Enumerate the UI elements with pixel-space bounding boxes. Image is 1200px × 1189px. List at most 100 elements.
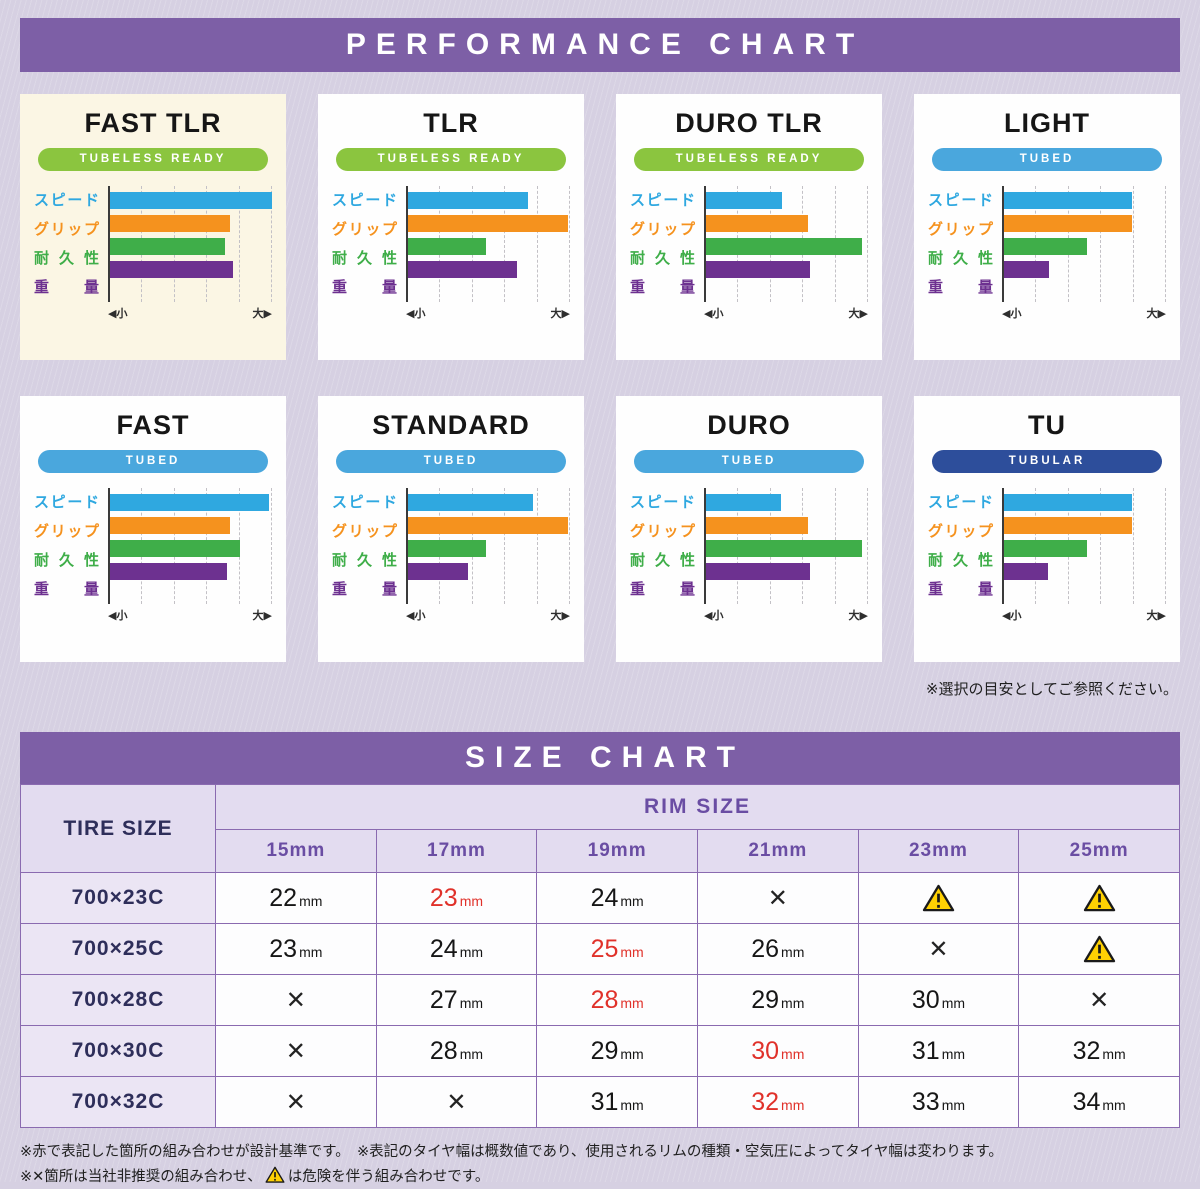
card-title: STANDARD (372, 410, 530, 440)
tire-size-cell: 700×32C (20, 1076, 216, 1128)
width-number: 23 (429, 883, 458, 912)
product-card: TLR TUBELESS READY スピード グリップ 耐久性 重量 ◀小 大▶ (318, 94, 584, 360)
metric-labels: スピード グリップ 耐久性 重量 (630, 186, 704, 302)
metric-label-speed: スピード (928, 192, 993, 209)
width-unit: mm (941, 1045, 966, 1062)
width-unit: mm (781, 1045, 805, 1062)
width-number: 23 (269, 934, 298, 963)
rim-width-cell: 33 mm (857, 1076, 1020, 1128)
rim-width-cell: 27 mm (375, 974, 538, 1026)
width-unit: mm (620, 994, 644, 1011)
metric-label-weight: 重量 (630, 581, 695, 598)
rim-column-header: 23mm (857, 829, 1020, 873)
rim-width-cell: 29 mm (696, 974, 859, 1026)
axis-labels: ◀小 大▶ (1002, 305, 1166, 321)
rim-width-cell: 31 mm (536, 1076, 698, 1128)
metric-label-durability: 耐久性 (630, 552, 695, 569)
axis-max-label: 大▶ (252, 610, 272, 622)
width-unit: mm (1102, 1096, 1126, 1113)
performance-chart-header: PERFORMANCE CHART (20, 18, 1180, 72)
not-recommended-cell: ✕ (857, 923, 1020, 975)
x-mark: ✕ (928, 935, 949, 963)
x-mark: ✕ (285, 1088, 306, 1116)
width-number: 28 (590, 985, 619, 1014)
width-unit: mm (781, 1096, 805, 1113)
rim-width-cell: 30 mm (696, 1025, 859, 1077)
rim-width-cell: 28 mm (375, 1025, 538, 1077)
metric-labels: スピード グリップ 耐久性 重量 (332, 488, 406, 604)
not-recommended-cell: ✕ (215, 974, 377, 1026)
grip-bar (408, 215, 569, 232)
metric-label-grip: グリップ (928, 221, 993, 238)
metric-label-speed: スピード (34, 192, 99, 209)
metric-label-durability: 耐久性 (630, 250, 695, 267)
weight-bar (408, 563, 468, 580)
product-card: DURO TLR TUBELESS READY スピード グリップ 耐久性 重量 ◀小… (616, 94, 882, 360)
product-card: LIGHT TUBED スピード グリップ 耐久性 重量 ◀小 大▶ (914, 94, 1180, 360)
x-mark: ✕ (1089, 986, 1110, 1014)
width-unit: mm (459, 943, 484, 960)
axis-labels: ◀小 大▶ (108, 607, 272, 623)
tire-size-cell: 700×23C (20, 872, 216, 924)
metric-label-durability: 耐久性 (34, 250, 99, 267)
card-title: DURO (707, 410, 791, 440)
metric-labels: スピード グリップ 耐久性 重量 (34, 488, 108, 604)
grip-bar (110, 215, 230, 232)
plot-area (704, 186, 868, 302)
card-title: DURO TLR (675, 108, 823, 138)
metric-label-speed: スピード (332, 192, 397, 209)
card-badge: TUBED (634, 450, 864, 473)
warning-icon (1083, 935, 1115, 962)
tire-size-cell: 700×25C (20, 923, 216, 975)
card-title: LIGHT (1004, 108, 1090, 138)
axis-max-label: 大▶ (1146, 610, 1166, 622)
metric-label-grip: グリップ (630, 221, 695, 238)
rim-width-cell: 32 mm (1018, 1025, 1180, 1077)
width-unit: mm (781, 994, 805, 1011)
card-badge: TUBELESS READY (336, 148, 566, 171)
metric-label-speed: スピード (928, 494, 993, 511)
speed-bar (408, 494, 533, 511)
footnotes: ※赤で表記した箇所の組み合わせが設計基準です。 ※表記のタイヤ幅は概数値であり、… (20, 1140, 1180, 1189)
rim-width-cell: 31 mm (857, 1025, 1020, 1077)
plot-area (704, 488, 868, 604)
rim-column-header: 19mm (536, 829, 698, 873)
weight-bar (110, 261, 234, 278)
card-badge: TUBED (932, 148, 1162, 171)
axis-max-label: 大▶ (1146, 308, 1166, 320)
not-recommended-cell: ✕ (215, 1025, 377, 1077)
weight-bar (408, 261, 517, 278)
card-chart: スピード グリップ 耐久性 重量 (928, 488, 1166, 604)
axis-labels: ◀小 大▶ (406, 607, 570, 623)
card-badge: TUBED (38, 450, 268, 473)
width-unit: mm (620, 1045, 644, 1062)
axis-labels: ◀小 大▶ (1002, 607, 1166, 623)
plot-area (1002, 488, 1166, 604)
axis-max-label: 大▶ (848, 610, 868, 622)
grip-bar (408, 517, 569, 534)
width-number: 29 (751, 985, 780, 1014)
size-table-row: 700×32C ✕ ✕ 31 mm 32 mm 33 mm 34 mm (20, 1076, 1180, 1128)
metric-label-grip: グリップ (928, 523, 993, 540)
not-recommended-cell: ✕ (696, 872, 859, 924)
width-number: 27 (429, 985, 458, 1014)
durability-bar (408, 238, 486, 255)
width-unit: mm (781, 943, 805, 960)
product-card: FAST TUBED スピード グリップ 耐久性 重量 ◀小 大▶ (20, 396, 286, 662)
metric-label-weight: 重量 (332, 581, 397, 598)
metric-label-durability: 耐久性 (34, 552, 99, 569)
width-number: 32 (1072, 1036, 1101, 1065)
metric-label-grip: グリップ (332, 523, 397, 540)
metric-label-durability: 耐久性 (928, 250, 993, 267)
card-chart: スピード グリップ 耐久性 重量 (332, 186, 570, 302)
axis-min-label: ◀小 (108, 610, 128, 622)
speed-bar (1004, 192, 1132, 209)
width-unit: mm (459, 1045, 484, 1062)
rim-width-cell: 22 mm (215, 872, 377, 924)
width-unit: mm (459, 892, 484, 909)
axis-max-label: 大▶ (550, 308, 570, 320)
metric-labels: スピード グリップ 耐久性 重量 (34, 186, 108, 302)
width-number: 33 (911, 1087, 940, 1116)
metric-label-weight: 重量 (332, 279, 397, 296)
metric-label-durability: 耐久性 (332, 250, 397, 267)
